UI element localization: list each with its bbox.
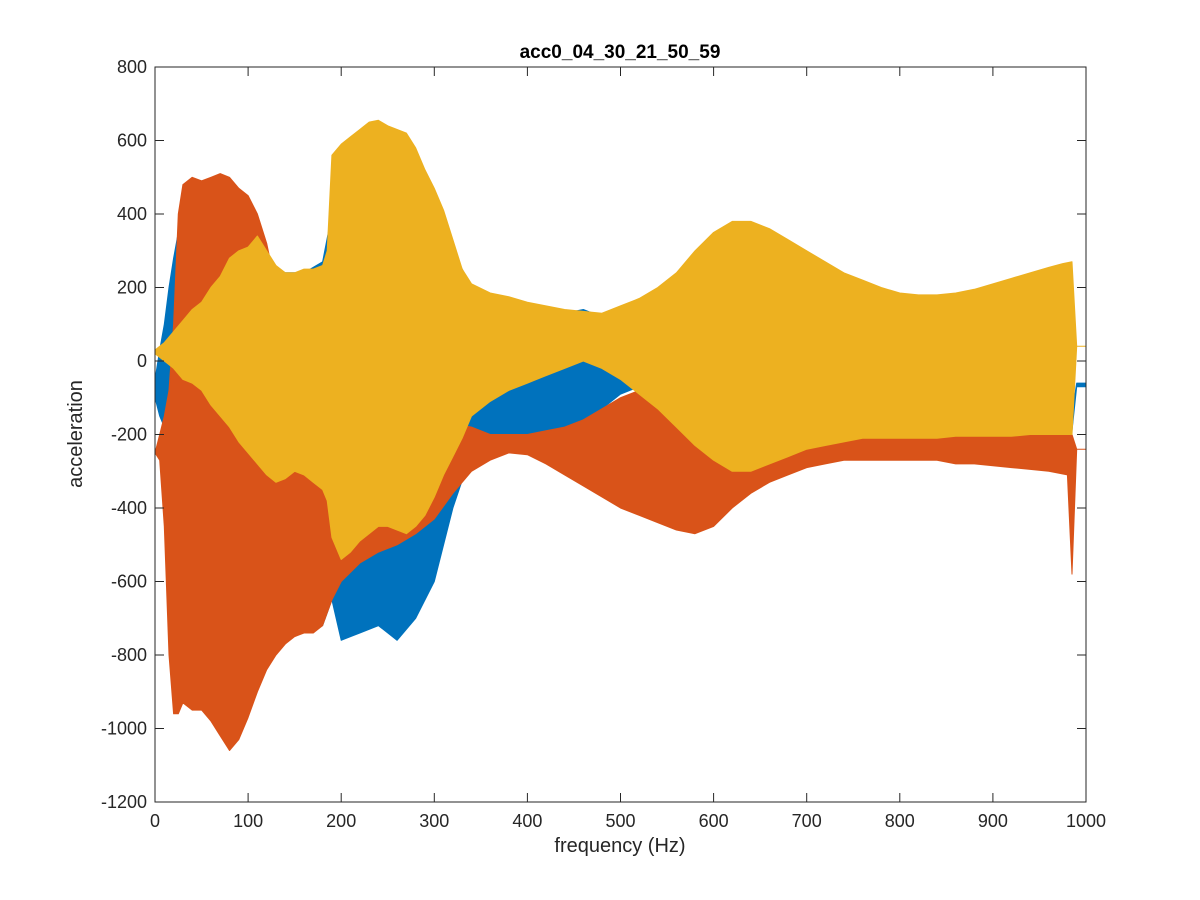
y-tick-label: 600 (117, 131, 147, 151)
x-tick-label: 1000 (1066, 811, 1106, 831)
y-tick-label: -1200 (101, 792, 147, 812)
x-tick-label: 200 (326, 811, 356, 831)
x-tick-label: 900 (978, 811, 1008, 831)
y-tick-label: 200 (117, 278, 147, 298)
x-tick-label: 100 (233, 811, 263, 831)
ticks-layer: 0 100 200 300 400 500 600 700 800 900 1000 -1200 -10… (101, 57, 1106, 831)
y-tick-label: 400 (117, 204, 147, 224)
x-tick-label: 700 (792, 811, 822, 831)
x-tick-label: 500 (605, 811, 635, 831)
y-axis-label: acceleration (65, 380, 87, 488)
x-tick-label: 400 (512, 811, 542, 831)
x-tick-label: 300 (419, 811, 449, 831)
x-tick-label: 800 (885, 811, 915, 831)
x-axis-label: frequency (Hz) (554, 835, 685, 857)
y-tick-label: -400 (111, 498, 147, 518)
y-tick-label: 0 (137, 351, 147, 371)
series-layer (154, 119, 1087, 751)
x-tick-label: 0 (150, 811, 160, 831)
y-tick-label: 800 (117, 57, 147, 77)
y-tick-label: -600 (111, 572, 147, 592)
series-3-band (154, 119, 1087, 560)
y-tick-label: -1000 (101, 719, 147, 739)
y-tick-label: -200 (111, 425, 147, 445)
y-tick-label: -800 (111, 645, 147, 665)
x-tick-label: 600 (699, 811, 729, 831)
chart-title: acc0_04_30_21_50_59 (520, 42, 721, 63)
